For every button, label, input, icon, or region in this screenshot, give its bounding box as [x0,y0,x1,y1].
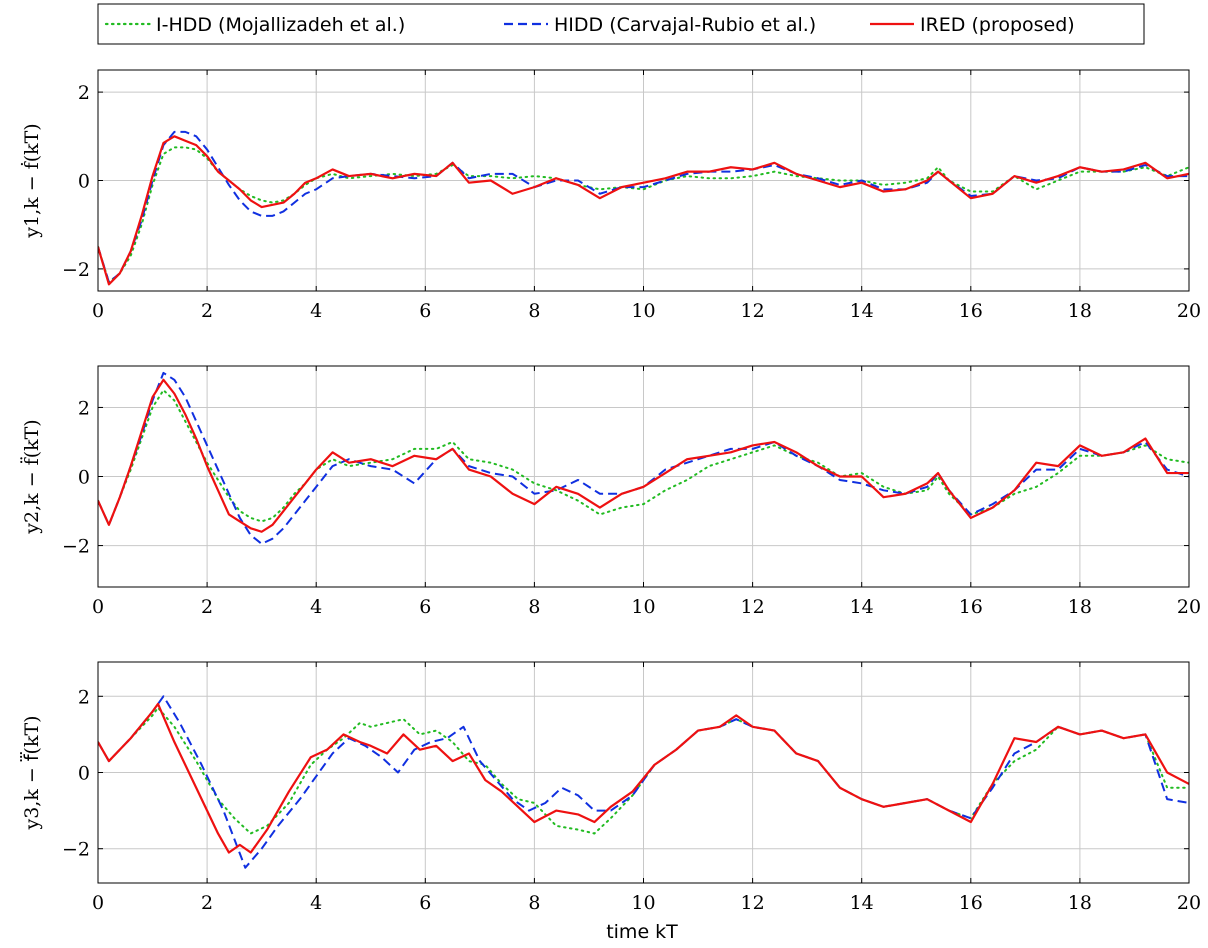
legend: I-HDD (Mojallizadeh et al.) HIDD (Carvaj… [97,3,1145,45]
x-tick-label: 16 [959,300,983,322]
y-tick-label: −2 [62,259,90,281]
x-tick-label: 10 [631,300,655,322]
legend-label-ired: IRED (proposed) [920,14,1075,36]
x-tick-label: 0 [92,596,104,618]
y-tick-label: 2 [78,82,90,104]
x-axis-label: time kT [606,921,678,943]
legend-label-hidd: HIDD (Carvajal-Rubio et al.) [554,14,816,36]
x-tick-label: 4 [310,596,322,618]
series-line-ired [98,135,1189,286]
y-tick-label: −2 [62,839,90,861]
x-tick-label: 12 [741,596,765,618]
y-tick-label: 0 [78,467,90,489]
x-tick-label: 10 [631,596,655,618]
x-tick-label: 20 [1177,596,1201,618]
series-line-ihdd [98,389,1189,526]
x-tick-label: 18 [1068,892,1092,914]
x-tick-label: 2 [201,300,213,322]
series-group [98,130,1189,286]
x-tick-label: 8 [528,892,540,914]
y-axis-label: y2,k − f̈(kT) [20,419,43,534]
series-line-ired [98,378,1189,533]
y-tick-label: 0 [78,763,90,785]
series-group [98,695,1189,869]
x-tick-label: 4 [310,892,322,914]
y-axis-label: y1,k − ḟ(kT) [20,123,43,238]
x-tick-label: 0 [92,892,104,914]
x-tick-label: 14 [850,596,874,618]
x-tick-label: 18 [1068,596,1092,618]
series-line-hidd [98,695,1189,869]
x-tick-label: 2 [201,596,213,618]
y-tick-label: −2 [62,536,90,558]
panel-3: 0 2 4 6 8 10 12 14 16 18 20 −2 0 2 y3,k − f⃛(kT) [20,661,1201,914]
legend-box [97,3,1145,45]
x-tick-label: 8 [528,596,540,618]
x-tick-label: 12 [741,892,765,914]
x-tick-label: 18 [1068,300,1092,322]
y-tick-label: 2 [78,686,90,708]
x-tick-label: 0 [92,300,104,322]
y-tick-label: 2 [78,397,90,419]
x-tick-label: 4 [310,300,322,322]
series-line-ired [98,702,1189,854]
y-axis-label: y3,k − f⃛(kT) [20,715,43,830]
x-tick-label: 20 [1177,892,1201,914]
x-tick-label: 20 [1177,300,1201,322]
x-tick-label: 16 [959,892,983,914]
x-tick-label: 6 [419,596,431,618]
x-tick-label: 2 [201,892,213,914]
x-tick-label: 14 [850,892,874,914]
x-tick-label: 6 [419,892,431,914]
panel-2: 0 2 4 6 8 10 12 14 16 18 20 −2 0 2 y2,k − f̈(kT) [20,365,1201,618]
x-tick-label: 16 [959,596,983,618]
x-tick-label: 14 [850,300,874,322]
x-tick-label: 8 [528,300,540,322]
series-line-hidd [98,371,1189,545]
x-tick-label: 12 [741,300,765,322]
legend-label-ihdd: I-HDD (Mojallizadeh et al.) [156,14,405,36]
series-group [98,371,1189,545]
x-tick-label: 6 [419,300,431,322]
y-tick-label: 0 [78,171,90,193]
x-tick-label: 10 [631,892,655,914]
